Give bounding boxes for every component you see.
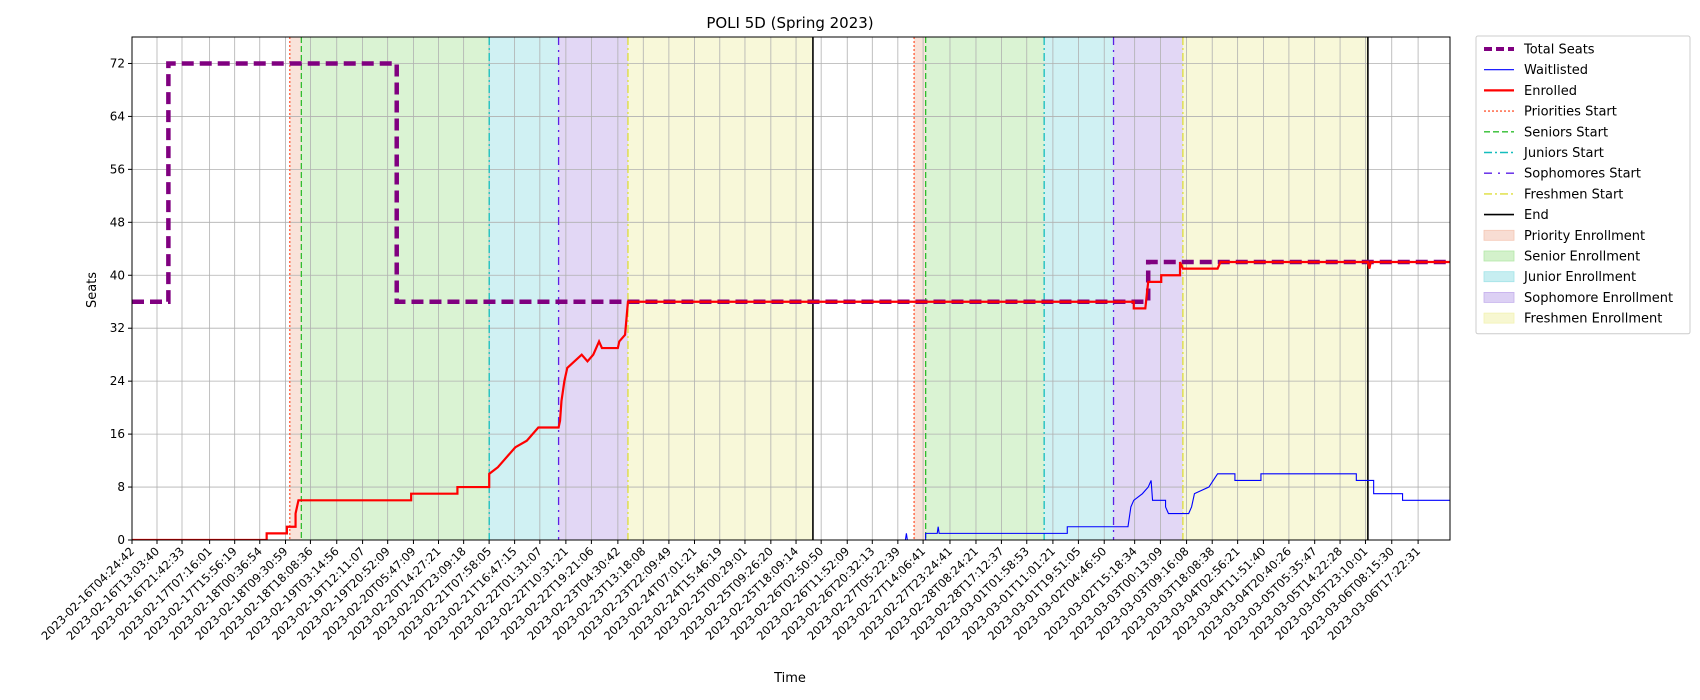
- phase-band: [925, 37, 1045, 540]
- legend-label: Freshmen Enrollment: [1524, 312, 1662, 327]
- legend-swatch: [1483, 271, 1515, 283]
- phase-band: [627, 37, 813, 540]
- phase-band: [1182, 37, 1368, 540]
- legend-label: Junior Enrollment: [1523, 270, 1636, 285]
- legend-label: Enrolled: [1524, 84, 1577, 99]
- plot-frame: [131, 36, 1451, 541]
- legend-label: Juniors Start: [1523, 146, 1604, 161]
- y-tick-label: 72: [110, 56, 125, 70]
- plot-area: 0816243240485664722023-02-16T04:24:42202…: [38, 36, 1451, 643]
- x-axis-label: Time: [773, 671, 806, 686]
- y-tick-label: 32: [110, 321, 125, 335]
- y-tick-label: 64: [110, 109, 125, 123]
- legend-label: Priorities Start: [1524, 105, 1617, 120]
- legend-label: Seniors Start: [1524, 125, 1608, 140]
- legend-swatch: [1483, 229, 1515, 241]
- y-axis-label: Seats: [85, 272, 100, 308]
- legend-swatch: [1483, 250, 1515, 262]
- y-tick-label: 56: [110, 162, 125, 176]
- y-tick-label: 0: [117, 533, 125, 547]
- phase-band: [558, 37, 628, 540]
- legend-label: Waitlisted: [1524, 63, 1588, 78]
- chart-title: POLI 5D (Spring 2023): [706, 14, 873, 32]
- phase-band: [289, 37, 302, 540]
- legend: Total Seats Waitlisted Enrolled Priorities …: [1475, 35, 1691, 335]
- legend-label: End: [1524, 208, 1549, 223]
- legend-label: Senior Enrollment: [1524, 250, 1640, 265]
- phase-band: [1044, 37, 1114, 540]
- y-tick-label: 16: [110, 427, 125, 441]
- y-tick-label: 24: [110, 374, 125, 388]
- series-line: [132, 473, 1450, 540]
- legend-label: Total Seats: [1523, 43, 1595, 58]
- series-line: [132, 61, 1450, 304]
- legend-swatch: [1483, 312, 1515, 324]
- legend-label: Priority Enrollment: [1524, 229, 1645, 244]
- y-tick-label: 40: [110, 268, 125, 282]
- legend-frame: [1475, 35, 1691, 335]
- legend-swatch: [1483, 291, 1515, 303]
- legend-label: Sophomore Enrollment: [1524, 291, 1673, 306]
- y-tick-label: 48: [110, 215, 125, 229]
- legend-label: Freshmen Start: [1524, 187, 1623, 202]
- series-line: [132, 260, 1450, 540]
- legend-label: Sophomores Start: [1524, 167, 1641, 182]
- phase-band: [489, 37, 559, 540]
- y-tick-label: 8: [117, 480, 125, 494]
- phase-band: [914, 37, 926, 540]
